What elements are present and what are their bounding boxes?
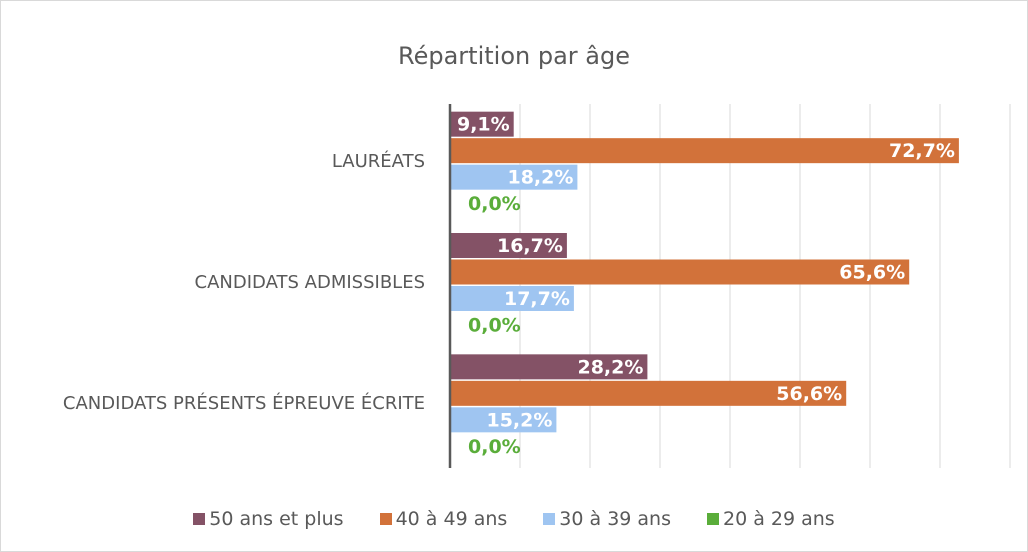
value-label: 17,7% bbox=[504, 288, 570, 310]
value-label: 65,6% bbox=[839, 262, 905, 284]
bar bbox=[450, 286, 574, 311]
bar bbox=[450, 259, 910, 285]
bar bbox=[450, 164, 578, 190]
legend-swatch bbox=[543, 513, 556, 525]
value-label: 18,2% bbox=[507, 167, 573, 189]
category-label: CANDIDATS PRÉSENTS ÉPREUVE ÉCRITE bbox=[62, 393, 425, 415]
legend-label: 50 ans et plus bbox=[209, 508, 344, 530]
bar bbox=[450, 407, 557, 433]
value-label: 56,6% bbox=[776, 383, 842, 405]
category-label: CANDIDATS ADMISSIBLES bbox=[194, 272, 425, 293]
legend-item: 50 ans et plus bbox=[193, 508, 344, 530]
bar bbox=[450, 138, 959, 164]
legend-item: 20 à 29 ans bbox=[707, 508, 835, 530]
chart-title: Répartition par âge bbox=[398, 42, 630, 70]
legend-swatch bbox=[193, 513, 206, 525]
value-label: 15,2% bbox=[486, 409, 552, 431]
value-label: 72,7% bbox=[889, 140, 955, 162]
legend-swatch bbox=[707, 513, 719, 525]
value-label: 0,0% bbox=[468, 315, 521, 337]
bar bbox=[450, 111, 514, 137]
legend: 50 ans et plus 40 à 49 ans 30 à 39 ans 20 à… bbox=[0, 508, 1028, 530]
category-label-box: CANDIDATS PRÉSENTS ÉPREUVE ÉCRITE bbox=[5, 374, 425, 434]
legend-item: 40 à 49 ans bbox=[379, 508, 508, 530]
legend-label: 20 à 29 ans bbox=[723, 508, 835, 530]
bar bbox=[450, 380, 847, 406]
bar bbox=[450, 233, 567, 258]
legend-swatch bbox=[379, 513, 392, 525]
legend-label: 30 à 39 ans bbox=[559, 508, 671, 530]
legend-label: 40 à 49 ans bbox=[395, 508, 508, 530]
bar bbox=[450, 354, 648, 380]
category-label-box: CANDIDATS ADMISSIBLES bbox=[5, 253, 425, 313]
value-label: 0,0% bbox=[468, 436, 521, 458]
value-label: 0,0% bbox=[468, 193, 521, 215]
value-label: 16,7% bbox=[497, 235, 563, 257]
category-label: LAURÉATS bbox=[331, 150, 425, 172]
value-label: 28,2% bbox=[577, 356, 643, 378]
category-label-box: LAURÉATS bbox=[5, 132, 425, 192]
value-label: 9,1% bbox=[457, 114, 510, 136]
legend-item: 30 à 39 ans bbox=[543, 508, 671, 530]
